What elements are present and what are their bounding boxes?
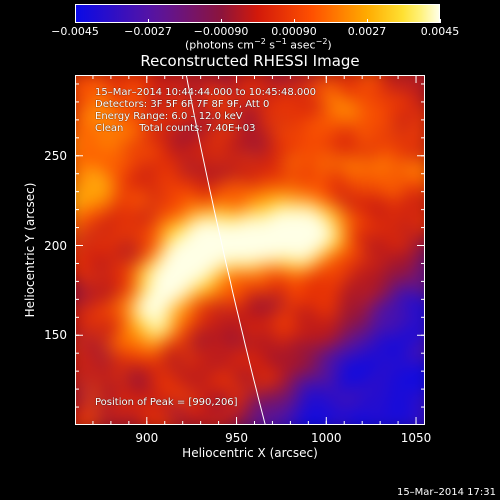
x-axis-label: Heliocentric X (arcsec) bbox=[182, 446, 318, 460]
colorbar-tick-label: 0.0045 bbox=[420, 25, 460, 38]
solar-limb-line bbox=[185, 75, 266, 425]
footer-timestamp: 15–Mar–2014 17:31 bbox=[396, 487, 496, 498]
annotation-energy-range: Energy Range: 6.0 – 12.0 keV bbox=[95, 111, 243, 122]
y-tick-label: 200 bbox=[44, 238, 67, 253]
colorbar-tick-label: 0.00090 bbox=[271, 25, 317, 38]
colorbar-units: (photons cm−2 s−1 asec−2) bbox=[185, 37, 332, 52]
x-tick-label: 1000 bbox=[311, 431, 342, 445]
y-tick-label: 250 bbox=[44, 148, 67, 163]
colorbar bbox=[75, 4, 440, 23]
y-axis-label: Heliocentric Y (arcsec) bbox=[23, 182, 37, 318]
colorbar-tick bbox=[439, 19, 441, 23]
annotation-detectors: Detectors: 3F 5F 6F 7F 8F 9F, Att 0 bbox=[95, 99, 270, 110]
colorbar-tick bbox=[74, 19, 76, 23]
y-tick-label: 150 bbox=[44, 328, 67, 343]
chart-title: Reconstructed RHESSI Image bbox=[140, 52, 360, 70]
colorbar-tick-label: 0.0027 bbox=[347, 25, 387, 38]
x-tick-label: 950 bbox=[225, 431, 248, 445]
colorbar-tick-label: −0.0045 bbox=[51, 25, 99, 38]
annotation-peak-position: Position of Peak = [990,206] bbox=[95, 397, 238, 408]
colorbar-tick bbox=[293, 19, 295, 23]
x-tick-label: 900 bbox=[135, 431, 159, 445]
annotation-time-range: 15–Mar–2014 10:44:44.000 to 10:45:48.000 bbox=[95, 87, 316, 98]
colorbar-tick bbox=[220, 19, 222, 23]
heatmap-plot-area bbox=[75, 75, 425, 425]
heatmap-image bbox=[75, 75, 425, 425]
annotation-clean-counts: Clean Total counts: 7.40E+03 bbox=[95, 123, 256, 134]
x-tick-label: 1050 bbox=[400, 431, 432, 445]
colorbar-tick bbox=[366, 19, 368, 23]
colorbar-tick bbox=[147, 19, 149, 23]
colorbar-tick-label: −0.0027 bbox=[124, 25, 172, 38]
colorbar-tick-label: −0.00090 bbox=[193, 25, 249, 38]
